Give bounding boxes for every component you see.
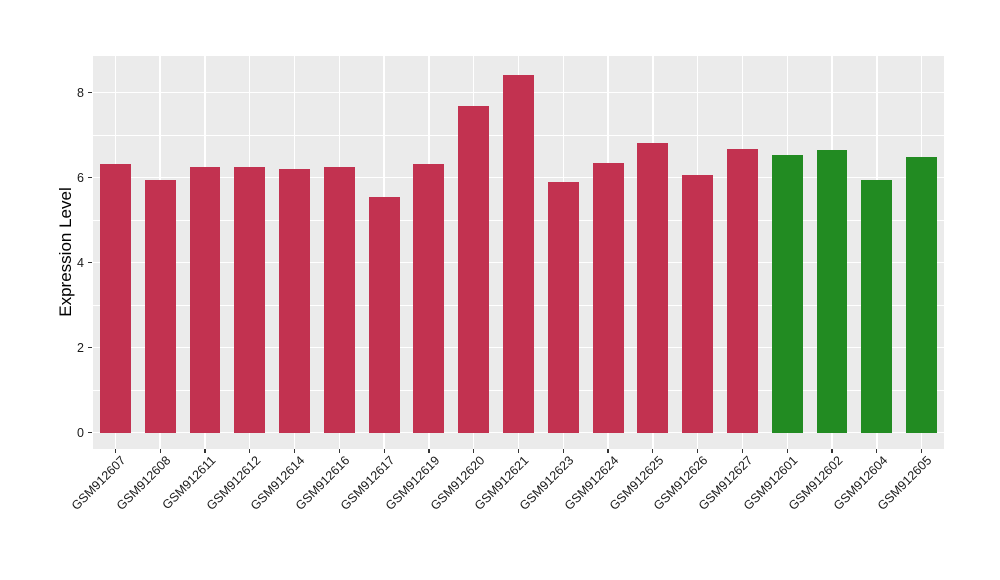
bar-GSM912627	[726, 149, 758, 433]
plot-panel	[93, 56, 944, 449]
x-tick-mark	[607, 449, 609, 453]
x-tick-mark	[517, 449, 520, 453]
y-tick-label: 4	[77, 255, 84, 270]
x-tick-mark	[741, 449, 744, 453]
y-tick-label: 8	[77, 85, 84, 100]
bar-GSM912607	[99, 163, 131, 433]
x-tick-mark	[697, 449, 699, 453]
bar-GSM912612	[234, 166, 266, 433]
y-tick-label: 2	[77, 340, 84, 355]
y-tick-mark	[88, 176, 92, 179]
bar-GSM912611	[189, 166, 221, 433]
major-gridline	[93, 431, 944, 434]
bar-GSM912608	[144, 180, 176, 433]
y-tick-label: 6	[77, 170, 84, 185]
x-tick-mark	[114, 449, 116, 453]
bar-GSM912624	[592, 163, 624, 433]
x-tick-mark	[249, 449, 251, 453]
bar-GSM912601	[771, 154, 803, 433]
x-tick-mark	[338, 449, 340, 453]
bar-GSM912616	[323, 166, 355, 433]
bar-GSM912604	[861, 180, 893, 433]
bar-GSM912605	[906, 156, 938, 433]
y-tick-label: 0	[77, 425, 84, 440]
y-tick-mark	[88, 91, 92, 94]
bar-GSM912617	[368, 197, 400, 433]
bar-GSM912602	[816, 149, 848, 433]
y-tick-mark	[88, 261, 92, 264]
bar-GSM912621	[503, 74, 534, 433]
x-tick-mark	[562, 449, 564, 453]
x-tick-mark	[921, 449, 923, 453]
x-tick-mark	[293, 449, 296, 453]
bar-GSM912626	[682, 174, 714, 433]
x-tick-mark	[831, 449, 833, 453]
bar-GSM912620	[458, 106, 490, 433]
x-tick-mark	[383, 449, 385, 453]
x-tick-mark	[652, 449, 654, 453]
x-tick-mark	[786, 449, 788, 453]
y-axis-title: Expression Level	[56, 187, 75, 317]
y-tick-mark	[88, 346, 92, 349]
bar-GSM912623	[547, 182, 579, 433]
x-tick-mark	[204, 449, 206, 453]
x-tick-mark	[159, 449, 161, 453]
x-tick-mark	[428, 449, 430, 453]
bar-GSM912625	[637, 142, 669, 433]
x-tick-mark	[876, 449, 878, 453]
bar-GSM912614	[279, 169, 310, 433]
x-tick-mark	[473, 449, 475, 453]
y-tick-mark	[88, 431, 92, 434]
bar-GSM912619	[413, 163, 445, 433]
